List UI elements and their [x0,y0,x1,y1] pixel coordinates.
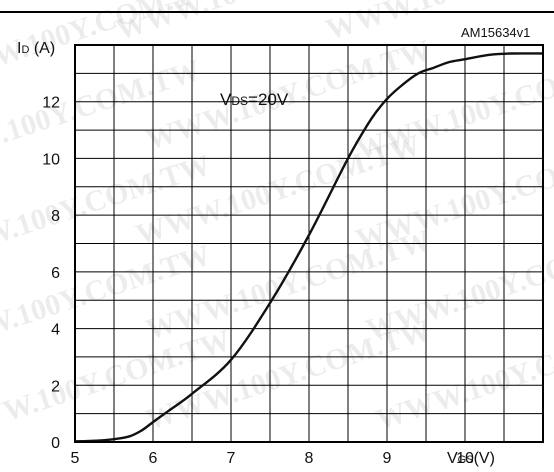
x-tick-labels: 5 6 7 8 9 10 [71,450,474,467]
y-axis-label: ID (A) [17,40,55,57]
y-tick-label: 2 [51,378,60,395]
y-tick-label: 10 [42,151,60,168]
x-axis-label: VGS(V) [447,450,495,467]
y-tick-label: 12 [42,95,60,112]
x-tick-label: 9 [383,450,392,467]
x-tick-label: 5 [71,450,80,467]
x-tick-label: 7 [227,450,236,467]
x-tick-label: 8 [305,450,314,467]
figure-id: AM15634v1 [461,25,530,40]
y-tick-label: 8 [51,208,60,225]
id-vgs-curve [74,52,544,443]
y-tick-label: 6 [51,265,60,282]
vds-annotation: VDS=20V [220,90,289,109]
plot-frame [74,44,544,443]
plot-grid [75,45,543,442]
y-tick-label: 4 [51,322,60,339]
x-tick-label: 6 [149,450,158,467]
x-tick-label: 10 [456,450,474,467]
y-tick-label: 0 [51,435,60,452]
y-tick-labels: 0 2 4 6 8 10 12 [42,95,60,452]
